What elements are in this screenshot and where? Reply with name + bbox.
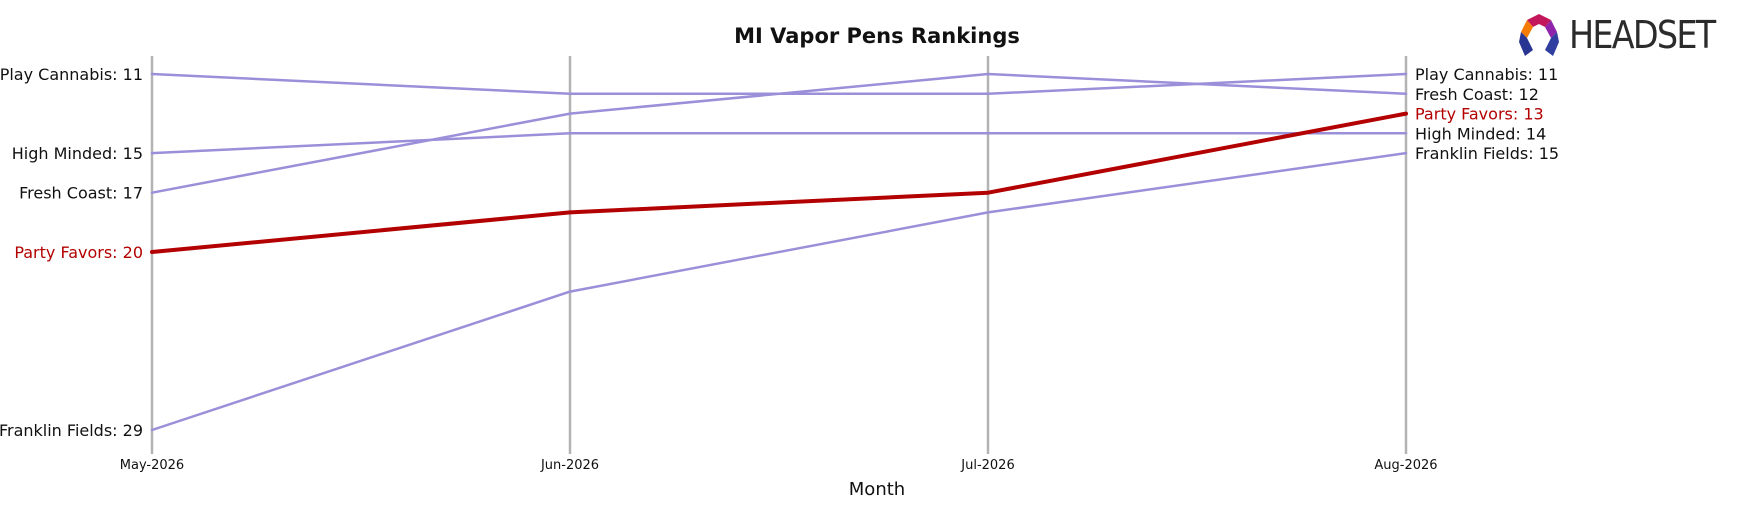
start-label-franklin-fields: Franklin Fields: 29: [0, 421, 143, 440]
end-label-fresh-coast: Fresh Coast: 12: [1415, 85, 1539, 104]
series-line-high-minded: [150, 132, 1408, 155]
x-axis-label: Month: [849, 479, 905, 500]
end-label-play-cannabis: Play Cannabis: 11: [1415, 65, 1558, 84]
chart-title: MI Vapor Pens Rankings: [734, 24, 1020, 48]
start-label-party-favors: Party Favors: 20: [14, 243, 143, 262]
series-lines: [150, 72, 1408, 432]
series-line-fresh-coast: [150, 72, 1408, 194]
month-gridlines: [150, 56, 1408, 454]
x-tick-jul-2026: Jul-2026: [960, 458, 1014, 473]
series-line-party-favors: [150, 111, 1408, 254]
end-label-party-favors: Party Favors: 13: [1415, 105, 1544, 124]
end-label-high-minded: High Minded: 14: [1415, 124, 1546, 143]
start-label-high-minded: High Minded: 15: [12, 144, 143, 163]
logo-wordmark: HEADSET: [1569, 13, 1716, 57]
series-labels: Play Cannabis: 11 Play Cannabis: 11 High M…: [0, 65, 1559, 440]
x-tick-may-2026: May-2026: [120, 458, 184, 473]
x-tick-jun-2026: Jun-2026: [540, 458, 599, 473]
start-label-play-cannabis: Play Cannabis: 11: [0, 65, 143, 84]
x-axis-ticks: May-2026 Jun-2026 Jul-2026 Aug-2026: [120, 458, 1438, 473]
start-label-fresh-coast: Fresh Coast: 17: [19, 184, 143, 203]
headset-logo: HEADSET: [1515, 12, 1734, 58]
series-line-franklin-fields: [150, 151, 1408, 432]
x-tick-aug-2026: Aug-2026: [1374, 458, 1437, 473]
headset-logo-icon: [1519, 14, 1559, 56]
end-label-franklin-fields: Franklin Fields: 15: [1415, 144, 1559, 163]
